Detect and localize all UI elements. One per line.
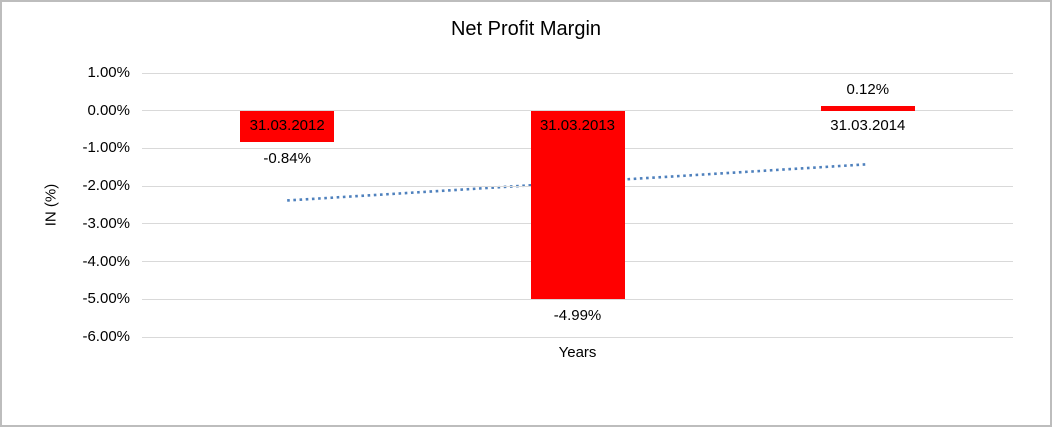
bar-31.03.2012 — [240, 110, 335, 143]
y-axis-tick-labels: 1.00% 0.00% -1.00% -2.00% -3.00% -4.00% -5.00%… — [2, 2, 130, 425]
data-label: -4.99% — [553, 306, 602, 324]
data-label: -0.84% — [263, 150, 311, 168]
y-tick-label: 1.00% — [87, 64, 130, 81]
y-tick-label: -3.00% — [82, 214, 130, 232]
y-tick-label: 0.00% — [87, 101, 130, 119]
category-label: 31.03.2014 — [830, 116, 906, 134]
trendline — [287, 162, 868, 202]
y-tick-label: -5.00% — [82, 290, 130, 308]
category-label: 31.03.2013 — [539, 116, 616, 134]
y-tick-label: -2.00% — [82, 177, 130, 195]
gridline — [142, 298, 1013, 300]
y-tick-label: -1.00% — [82, 139, 130, 157]
plot-area: 31.03.2012 -0.84% 31.03.2013 -4.99% 31.03.20… — [142, 72, 1013, 338]
bar-31.03.2013 — [530, 110, 625, 299]
x-axis-title: Years — [558, 344, 597, 361]
y-tick-label: -6.00% — [82, 328, 130, 345]
category-label: 31.03.2012 — [249, 116, 325, 134]
data-label: 0.12% — [846, 81, 890, 99]
bar-31.03.2014 — [820, 106, 915, 111]
chart-title: Net Profit Margin — [450, 18, 602, 40]
gridline — [142, 336, 1013, 338]
y-tick-label: -4.00% — [82, 252, 130, 270]
gridline — [142, 72, 1013, 74]
